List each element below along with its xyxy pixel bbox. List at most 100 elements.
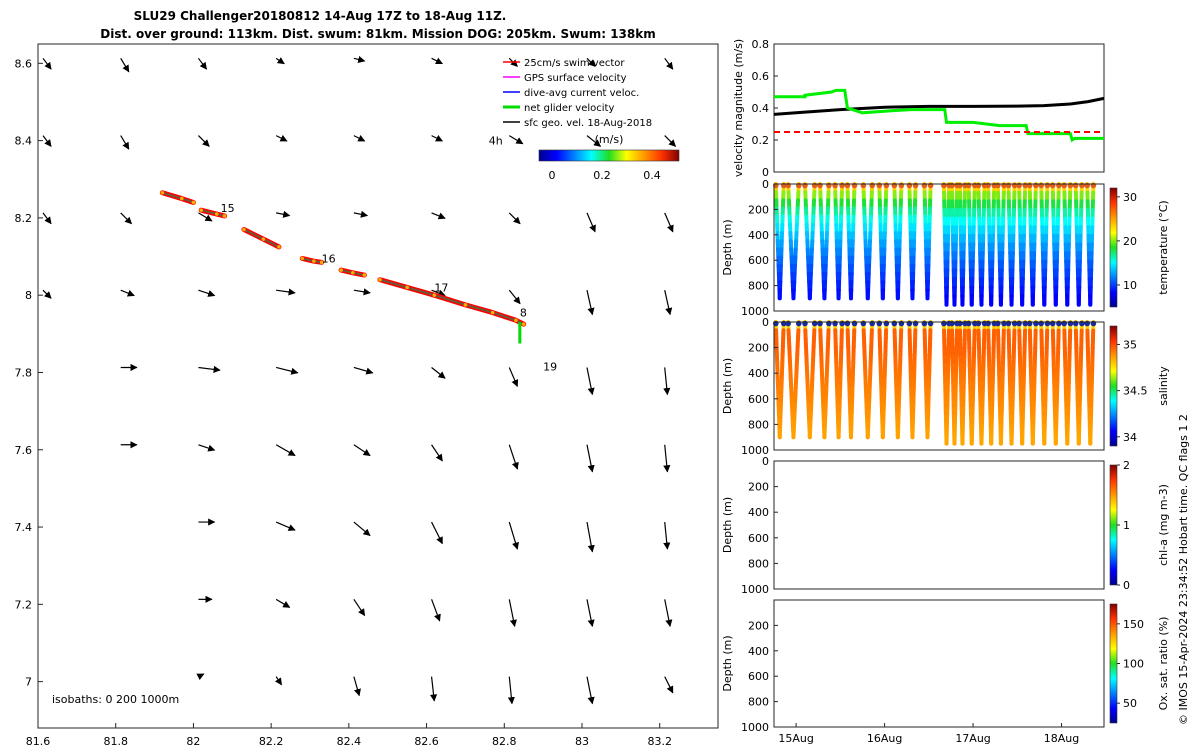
velocity-series-line xyxy=(773,96,1105,116)
chla-colorbar-tick-label: 1 xyxy=(1123,519,1130,532)
geo-velocity-vector xyxy=(664,290,673,316)
geo-velocity-vector xyxy=(196,673,205,681)
salinity-y-axis-label: Depth (m) xyxy=(721,358,734,414)
geo-velocity-vector xyxy=(198,135,210,147)
day-label: 15 xyxy=(221,202,235,215)
geo-velocity-vector xyxy=(353,134,366,142)
geo-velocity-vector xyxy=(664,676,674,694)
map-y-ticks: 7 7.2 7.4 7.6 7.8 8 8.2 8.4 8.6 xyxy=(15,57,43,689)
salinity-panel: 0 200 400 600 800 1000 Depth (m) 34 34.5 35 salini… xyxy=(721,316,1170,457)
geo-velocity-vector xyxy=(353,521,371,537)
geo-velocity-vector xyxy=(198,289,216,297)
geo-velocity-vector xyxy=(508,135,524,145)
temperature-y-axis-label: Depth (m) xyxy=(721,219,734,275)
geo-velocity-vector xyxy=(429,676,438,702)
salinity-colorbar-label: salinity xyxy=(1157,366,1170,406)
temperature-y-tick-label: 600 xyxy=(748,254,769,267)
geo-velocity-vector xyxy=(586,676,595,705)
geo-velocity-vector xyxy=(508,289,521,305)
chla-y-axis-label: Depth (m) xyxy=(721,497,734,553)
oxygen-y-tick-label: 400 xyxy=(748,645,769,658)
gps-fix-point xyxy=(300,256,305,261)
chla-axes-box xyxy=(773,460,1105,590)
geo-velocity-vector xyxy=(120,212,133,225)
gps-fix-point xyxy=(339,268,343,272)
geo-velocity-vector xyxy=(276,288,296,296)
chla-y-tick-label: 400 xyxy=(748,506,769,519)
geo-velocity-vector xyxy=(508,521,519,550)
gps-fix-point xyxy=(160,190,165,195)
gps-fix-point xyxy=(463,303,468,307)
map-x-ticks: 81.6 81.8 82 82.2 82.4 82.6 82.8 83 83.2 xyxy=(26,723,672,748)
isobaths-label: isobaths: 0 200 1000m xyxy=(52,693,179,706)
geo-velocity-vector xyxy=(508,212,521,225)
salinity-y-tick-label: 1000 xyxy=(741,444,769,457)
colorbar-tick-1: 0.2 xyxy=(593,169,611,182)
legend-gps-label: GPS surface velocity xyxy=(524,73,627,84)
geo-velocity-vector xyxy=(120,58,130,73)
salinity-y-tick-label: 0 xyxy=(762,316,769,329)
time-x-tick-label: 15Aug xyxy=(778,732,813,745)
geo-velocity-vector xyxy=(353,599,366,617)
geo-velocity-vector xyxy=(586,212,596,233)
geo-velocity-vector xyxy=(275,57,285,65)
figure-title-line1: SLU29 Challenger20180812 14-Aug 17Z to 1… xyxy=(134,9,507,23)
chla-colorbar xyxy=(1109,464,1118,586)
colorbar-tick-0: 0 xyxy=(549,169,556,182)
geo-velocity-vector xyxy=(197,57,208,70)
geo-velocity-vector xyxy=(42,289,52,299)
map-x-tick-label: 81.6 xyxy=(26,735,51,748)
oxygen-panel: 200 400 600 800 1000 Depth (m) 50 100 150 Ox. sat… xyxy=(721,599,1170,745)
map-x-tick-label: 82.4 xyxy=(337,735,362,748)
gps-fix-point xyxy=(514,318,518,323)
oxygen-colorbar xyxy=(1109,603,1118,724)
temperature-colorbar xyxy=(1109,187,1118,308)
map-legend: 25cm/s swim vector GPS surface velocity … xyxy=(503,58,680,182)
oxygen-colorbar-tick-label: 50 xyxy=(1123,697,1137,710)
oxygen-colorbar-tick-label: 100 xyxy=(1123,658,1144,671)
geo-velocity-vector xyxy=(42,57,52,70)
geo-velocity-vector xyxy=(431,134,444,142)
geo-velocity-vector xyxy=(663,521,671,550)
geo-velocity-vector xyxy=(431,289,446,297)
map-axes-box xyxy=(37,43,719,729)
gps-fix-point xyxy=(319,260,324,265)
oxygen-colorbar-label: Ox. sat. ratio (%) xyxy=(1157,617,1170,711)
geo-velocity-vector xyxy=(274,676,283,686)
oxygen-y-tick-label: 1000 xyxy=(741,721,769,734)
gps-fix-point xyxy=(432,293,437,297)
map-y-tick-label: 7.2 xyxy=(15,598,33,611)
map-y-tick-label: 7.6 xyxy=(15,444,33,457)
velocity-y-tick-label: 0.4 xyxy=(752,102,770,115)
temperature-y-tick-label: 400 xyxy=(748,229,769,242)
geo-velocity-vector xyxy=(586,521,595,553)
colorbar-unit-label: (m/s) xyxy=(595,133,624,146)
chla-colorbar-tick-label: 0 xyxy=(1123,579,1130,592)
salinity-colorbar-tick-label: 34 xyxy=(1123,431,1137,444)
gps-fix-point xyxy=(191,200,196,205)
velocity-panel: 0 0.2 0.4 0.6 0.8 velocity magnitude (m/s) xyxy=(732,38,1105,179)
velocity-y-tick-label: 0.2 xyxy=(752,134,770,147)
geo-velocity-vector xyxy=(586,444,595,473)
gps-fix-point xyxy=(277,245,281,249)
geo-velocity-vector xyxy=(431,57,444,65)
map-x-tick-label: 81.8 xyxy=(103,735,128,748)
temperature-axes-box xyxy=(773,183,1105,312)
temperature-colorbar-tick-label: 20 xyxy=(1123,235,1137,248)
oxygen-y-tick-label: 200 xyxy=(748,619,769,632)
geo-velocity-vector xyxy=(353,210,369,218)
geo-velocity-vector xyxy=(586,599,595,628)
figure-title-line2: Dist. over ground: 113km. Dist. swum: 81… xyxy=(100,27,656,41)
geo-velocity-vector xyxy=(275,444,296,457)
geo-velocity-vector xyxy=(664,599,673,628)
gps-fix-point xyxy=(261,237,266,241)
geo-velocity-vector xyxy=(198,365,221,373)
salinity-colorbar xyxy=(1109,325,1118,447)
day-label: 17 xyxy=(434,281,448,294)
geo-velocity-vector xyxy=(508,444,519,470)
geo-velocity-vector xyxy=(353,288,371,296)
map-panel: 81.6 81.8 82 82.2 82.4 82.6 82.8 83 83.2 7 7.2 7.4… xyxy=(15,43,719,748)
geo-velocity-vector xyxy=(275,366,299,375)
map-x-tick-label: 83 xyxy=(575,735,589,748)
map-y-tick-label: 8.4 xyxy=(15,135,33,148)
